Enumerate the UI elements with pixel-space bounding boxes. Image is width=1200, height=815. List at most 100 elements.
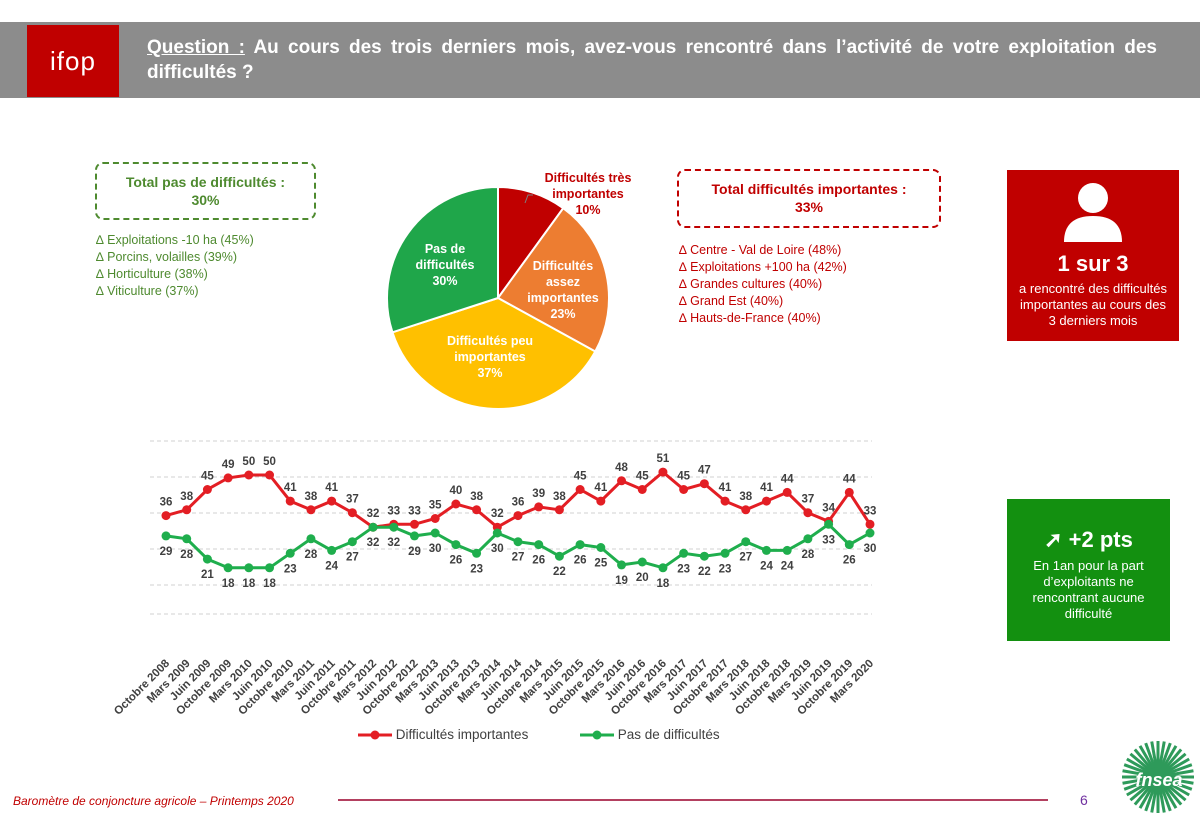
data-point [430, 528, 440, 538]
data-label: 35 [429, 500, 442, 512]
data-point [202, 554, 212, 564]
data-point [803, 508, 813, 518]
list-item: ∆ Horticulture (38%) [96, 267, 208, 281]
data-label: 45 [201, 471, 214, 483]
legend-important: Difficultés importantes [358, 727, 528, 742]
data-label: 38 [305, 491, 318, 503]
data-label: 33 [408, 505, 421, 517]
data-point [430, 514, 440, 523]
data-point [306, 534, 316, 544]
data-point [741, 537, 751, 547]
data-label: 23 [719, 563, 732, 575]
data-point [865, 528, 875, 538]
one-in-three-value: 1 sur 3 [1057, 251, 1129, 276]
pie-label-text: Difficultés peu importantes [446, 334, 534, 364]
data-point [782, 545, 792, 555]
data-point [223, 473, 233, 483]
total-no-difficulty-value: 30% [191, 192, 220, 208]
data-label: 50 [263, 456, 276, 468]
data-label: 27 [512, 552, 525, 564]
data-point [699, 479, 709, 489]
data-point [824, 519, 834, 529]
data-point [679, 485, 689, 494]
data-label: 33 [822, 534, 835, 546]
list-item: ∆ Hauts-de-France (40%) [679, 311, 821, 325]
data-label: 18 [657, 578, 670, 590]
data-label: 33 [864, 505, 877, 517]
data-point [720, 548, 730, 558]
data-label: 48 [615, 462, 628, 474]
data-label: 37 [346, 494, 359, 506]
data-label: 32 [387, 537, 400, 549]
data-label: 19 [615, 575, 628, 587]
legend-green-marker [580, 730, 614, 740]
data-label: 25 [594, 558, 607, 570]
data-point [161, 511, 171, 521]
data-point [761, 545, 771, 555]
legend-important-label: Difficultés importantes [395, 727, 529, 742]
data-label: 45 [574, 471, 587, 483]
data-label: 24 [325, 560, 338, 572]
total-important-difficulty-value: 33% [794, 199, 824, 215]
data-point [182, 505, 192, 515]
data-point [513, 511, 523, 521]
data-point [472, 505, 482, 515]
data-label: 27 [739, 552, 752, 564]
data-point [596, 543, 606, 552]
data-label: 24 [760, 560, 773, 572]
data-point [347, 508, 357, 518]
data-label: 39 [532, 488, 545, 500]
data-point [451, 499, 461, 509]
data-label: 38 [553, 491, 566, 503]
data-label: 26 [449, 555, 462, 567]
data-point [327, 545, 337, 555]
data-label: 36 [512, 497, 525, 509]
data-point [347, 537, 357, 547]
data-label: 18 [242, 578, 255, 590]
data-label: 26 [574, 555, 587, 567]
data-label: 20 [636, 572, 649, 584]
list-item: ∆ Exploitations +100 ha (42%) [679, 260, 847, 274]
data-point [202, 485, 212, 494]
ifop-logo: ifop [27, 25, 119, 97]
data-point [534, 502, 544, 512]
legend-red-marker [358, 730, 392, 740]
data-label: 45 [677, 471, 690, 483]
question-text: Question : Au cours des trois derniers m… [147, 35, 1157, 85]
data-label: 38 [739, 491, 752, 503]
data-point [741, 505, 751, 515]
data-point [327, 496, 337, 506]
data-label: 38 [180, 491, 193, 503]
data-label: 28 [180, 549, 193, 561]
data-label: 18 [263, 578, 276, 590]
data-label: 24 [781, 560, 794, 572]
data-label: 36 [160, 497, 173, 509]
question-body: Au cours des trois derniers mois, avez-v… [147, 37, 1157, 83]
data-label: 18 [222, 578, 235, 590]
data-label: 29 [160, 546, 173, 558]
data-label: 27 [346, 552, 359, 564]
data-label: 41 [284, 482, 297, 494]
data-label: 50 [242, 456, 255, 468]
list-item: ∆ Grandes cultures (40%) [679, 277, 823, 291]
plus-two-points-value: ➚ +2 pts [1044, 527, 1133, 552]
pie-label-value: 30% [432, 274, 458, 288]
data-point [617, 476, 627, 486]
data-point [679, 548, 689, 558]
data-point [637, 557, 647, 567]
data-label: 32 [367, 508, 380, 520]
data-point [534, 540, 544, 550]
data-label: 40 [449, 485, 462, 497]
data-point [306, 505, 316, 515]
data-point [389, 522, 399, 532]
pie-label-value: 23% [550, 307, 576, 321]
pie-label-text: Pas de difficultés [415, 242, 475, 272]
data-point [244, 563, 254, 573]
pie-label-value: 10% [575, 203, 601, 217]
no-difficulty-list: ∆ Exploitations -10 ha (45%) ∆ Porcins, … [96, 232, 254, 300]
data-point [658, 563, 668, 573]
data-point [596, 496, 606, 506]
footer-title: Baromètre de conjoncture agricole – Prin… [13, 794, 294, 808]
total-important-difficulty-box: Total difficultés importantes : 33% [677, 169, 941, 228]
